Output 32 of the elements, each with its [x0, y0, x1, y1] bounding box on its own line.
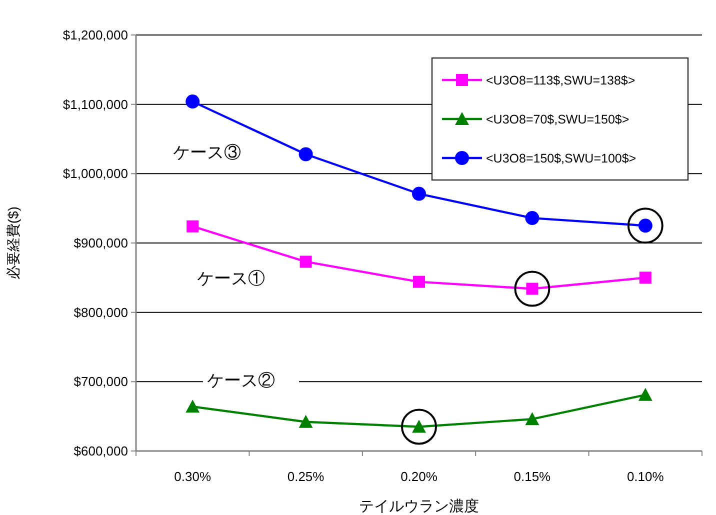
y-tick-label: $900,000: [74, 236, 128, 251]
annotation: ケース②: [207, 370, 275, 390]
y-tick-label: $1,000,000: [62, 166, 128, 182]
point: [300, 256, 312, 268]
point: [298, 147, 313, 162]
point: [639, 272, 652, 284]
legend-label: <U3O8=70$,SWU=150$>: [486, 112, 630, 126]
point: [298, 414, 313, 428]
point: [413, 276, 425, 288]
x-tick-label: 0.15%: [514, 469, 552, 484]
x-tick-label: 0.25%: [287, 469, 325, 484]
point: [186, 94, 200, 109]
y-tick-label: $600,000: [74, 444, 128, 459]
point: [638, 388, 652, 401]
x-tick-label: 0.10%: [626, 469, 664, 484]
annotation: ケース①: [197, 268, 265, 288]
annotation: ケース③: [173, 142, 241, 162]
legend-label: <U3O8=150$,SWU=100$>: [486, 151, 636, 166]
y-axis-title: 必要経費($): [5, 206, 21, 280]
y-tick-label: $800,000: [74, 304, 128, 320]
point: [186, 220, 199, 232]
y-tick-label: $1,200,000: [62, 28, 128, 43]
x-axis-title: テイルウラン濃度: [359, 498, 479, 515]
x-tick-label: 0.20%: [400, 469, 438, 484]
legend-label: <U3O8=113$,SWU=138$>: [486, 73, 636, 88]
y-tick-label: $700,000: [74, 374, 128, 390]
y-tick-label: $1,100,000: [62, 96, 128, 112]
point: [525, 211, 540, 226]
point: [186, 400, 200, 413]
point: [412, 186, 426, 201]
point: [525, 412, 540, 426]
x-tick-label: 0.30%: [174, 469, 212, 484]
